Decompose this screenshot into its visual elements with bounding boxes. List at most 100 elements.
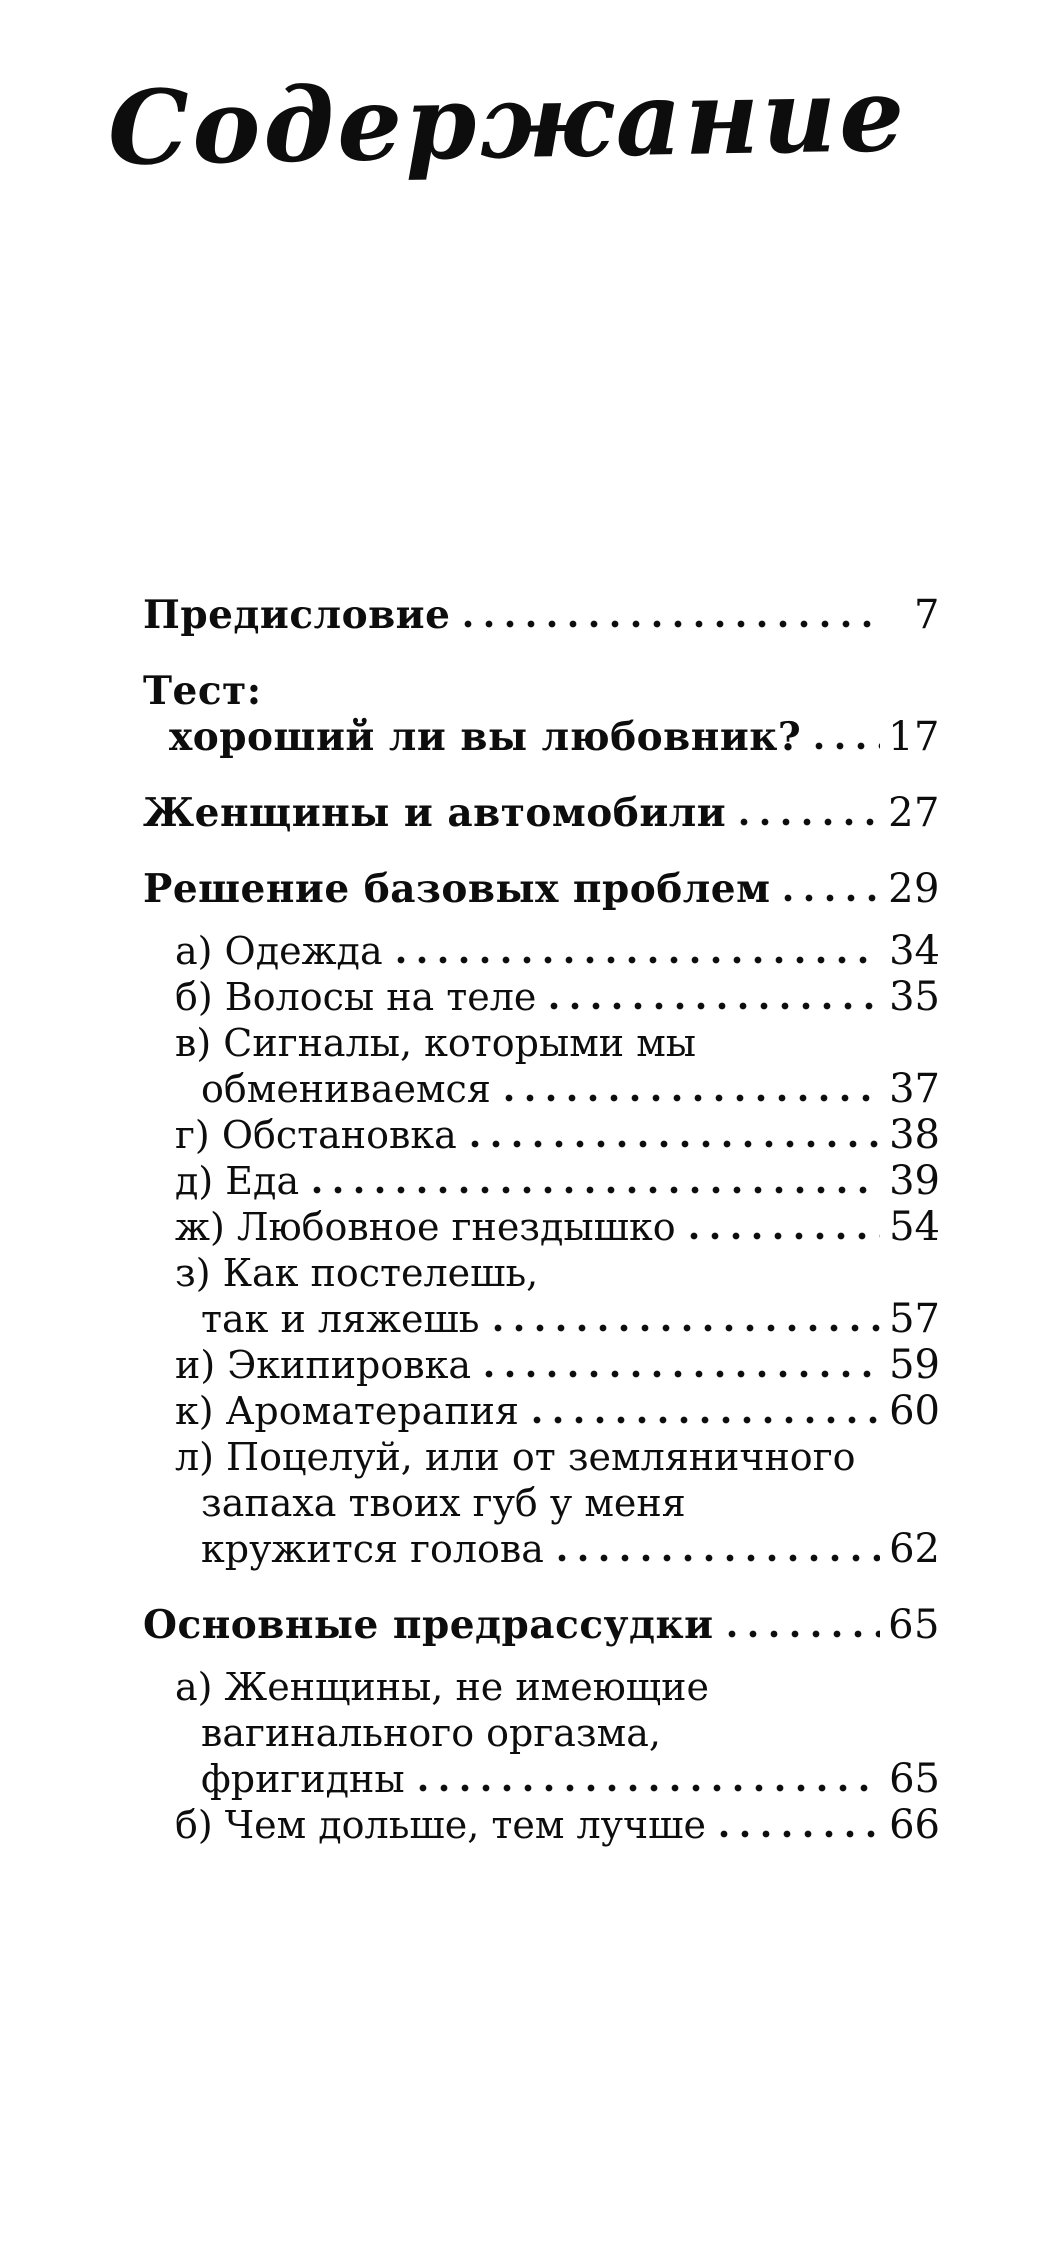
page-number: 65 — [889, 1756, 940, 1802]
dot-leader — [396, 956, 880, 964]
toc-list: Предисловие 7 Тест: хороший ли вы любовник?… — [143, 592, 940, 1848]
toc-entry-last-line: кружится голова 62 — [201, 1526, 940, 1572]
dot-leader — [740, 818, 880, 826]
page-number: 27 — [888, 790, 940, 836]
dot-leader — [493, 1324, 880, 1332]
toc-entry-label: Предисловие — [143, 592, 451, 638]
toc-entry-last-line: б) Чем дольше, тем лучше 66 — [175, 1802, 940, 1848]
toc-entry: Основные предрассудки 65 — [143, 1602, 940, 1648]
dot-leader — [532, 1416, 880, 1424]
toc-entry-label: к) Ароматерапия — [175, 1389, 519, 1433]
toc-entry: Тест: хороший ли вы любовник? 17 — [143, 668, 940, 760]
toc-entry-label: фригидны — [201, 1757, 405, 1801]
toc-entry: ж) Любовное гнездышко 54 — [175, 1204, 940, 1250]
page-number: 35 — [889, 974, 940, 1020]
toc-entry-label: кружится голова — [201, 1527, 544, 1571]
toc-entry-last-line: а) Одежда 34 — [175, 928, 940, 974]
page-number: 38 — [889, 1112, 940, 1158]
toc-entry-last-line: Решение базовых проблем 29 — [143, 866, 940, 912]
toc-entry-last-line: Предисловие 7 — [143, 592, 940, 638]
toc-entry-label: ж) Любовное гнездышко — [175, 1205, 676, 1249]
toc-entry-last-line: к) Ароматерапия 60 — [175, 1388, 940, 1434]
toc-entry-label: а) Одежда — [175, 929, 383, 973]
page-number: 65 — [888, 1602, 940, 1648]
toc-entry: а) Одежда 34 — [175, 928, 940, 974]
toc-entry-label: Женщины и автомобили — [143, 790, 727, 836]
page-number: 54 — [889, 1204, 940, 1250]
page-number: 39 — [889, 1158, 940, 1204]
dot-leader — [485, 1370, 880, 1378]
toc-entry-last-line: ж) Любовное гнездышко 54 — [175, 1204, 940, 1250]
page-number: 29 — [888, 866, 940, 912]
toc-entry-last-line: г) Обстановка 38 — [175, 1112, 940, 1158]
dot-leader — [418, 1784, 880, 1792]
toc-entry: и) Экипировка 59 — [175, 1342, 940, 1388]
toc-entry-last-line: и) Экипировка 59 — [175, 1342, 940, 1388]
toc-entry-label: д) Еда — [175, 1159, 300, 1203]
page-title: Содержание — [107, 55, 909, 189]
dot-leader — [504, 1094, 880, 1102]
dot-leader — [470, 1140, 880, 1148]
toc-entry-label: Решение базовых проблем — [143, 866, 771, 912]
toc-entry-last-line: обмениваемся 37 — [201, 1066, 940, 1112]
toc-entry: з) Как постелешь, так и ляжешь 57 — [175, 1250, 940, 1342]
toc-entry-label: так и ляжешь — [201, 1297, 480, 1341]
toc-entry-label: Основные предрассудки — [143, 1602, 714, 1648]
toc-entry-last-line: б) Волосы на теле 35 — [175, 974, 940, 1020]
page-number: 57 — [889, 1296, 940, 1342]
toc-entry-label: Тест: — [143, 668, 262, 714]
dot-leader — [719, 1830, 880, 1838]
toc-entry-label: хороший ли вы любовник? — [169, 714, 802, 760]
page-number: 7 — [914, 592, 940, 638]
dot-leader — [784, 894, 880, 902]
toc-entry-last-line: так и ляжешь 57 — [201, 1296, 940, 1342]
toc-entry-last-line: фригидны 65 — [201, 1756, 940, 1802]
toc-entry: л) Поцелуй, или от земляничного запаха тв… — [175, 1434, 940, 1572]
dot-leader — [689, 1232, 880, 1240]
toc-entry-label: обмениваемся — [201, 1067, 491, 1111]
toc-entry-line: Тест: — [143, 668, 940, 714]
page-number: 62 — [889, 1526, 940, 1572]
dot-leader — [313, 1186, 880, 1194]
toc-entry: а) Женщины, не имеющие вагинального оргаз… — [175, 1664, 940, 1802]
toc-entry: д) Еда 39 — [175, 1158, 940, 1204]
page-number: 59 — [889, 1342, 940, 1388]
toc-entry-label: вагинального оргазма, — [201, 1711, 661, 1755]
toc-entry-last-line: Женщины и автомобили 27 — [143, 790, 940, 836]
page-number: 17 — [888, 714, 940, 760]
toc-entry: Предисловие 7 — [143, 592, 940, 638]
toc-entry-label: запаха твоих губ у меня — [201, 1481, 686, 1525]
toc-entry: б) Чем дольше, тем лучше 66 — [175, 1802, 940, 1848]
toc-entry-label: г) Обстановка — [175, 1113, 457, 1157]
toc-entry-line: запаха твоих губ у меня — [201, 1480, 940, 1526]
page-number: 34 — [889, 928, 940, 974]
toc-entry-line: в) Сигналы, которыми мы — [175, 1020, 940, 1066]
toc-entry-last-line: д) Еда 39 — [175, 1158, 940, 1204]
toc-entry: б) Волосы на теле 35 — [175, 974, 940, 1020]
toc-entry: Женщины и автомобили 27 — [143, 790, 940, 836]
toc-entry-line: вагинального оргазма, — [201, 1710, 940, 1756]
toc-entry-line: з) Как постелешь, — [175, 1250, 940, 1296]
dot-leader — [557, 1554, 880, 1562]
toc-entry: Решение базовых проблем 29 — [143, 866, 940, 912]
toc-entry-last-line: хороший ли вы любовник? 17 — [169, 714, 940, 760]
dot-leader — [815, 742, 880, 750]
toc-entry-label: л) Поцелуй, или от земляничного — [175, 1435, 856, 1479]
toc-entry-label: а) Женщины, не имеющие — [175, 1665, 709, 1709]
toc-entry-label: б) Чем дольше, тем лучше — [175, 1803, 706, 1847]
dot-leader — [464, 620, 880, 628]
page-number: 66 — [889, 1802, 940, 1848]
toc-entry: в) Сигналы, которыми мы обмениваемся 37 — [175, 1020, 940, 1112]
toc-entry-label: в) Сигналы, которыми мы — [175, 1021, 696, 1065]
toc-entry: г) Обстановка 38 — [175, 1112, 940, 1158]
toc-entry-line: а) Женщины, не имеющие — [175, 1664, 940, 1710]
page-number: 60 — [889, 1388, 940, 1434]
dot-leader — [727, 1630, 880, 1638]
toc-entry-line: л) Поцелуй, или от земляничного — [175, 1434, 940, 1480]
dot-leader — [550, 1002, 880, 1010]
toc-entry-label: з) Как постелешь, — [175, 1251, 539, 1295]
toc-entry-label: б) Волосы на теле — [175, 975, 537, 1019]
toc-entry-last-line: Основные предрассудки 65 — [143, 1602, 940, 1648]
page-number: 37 — [889, 1066, 940, 1112]
